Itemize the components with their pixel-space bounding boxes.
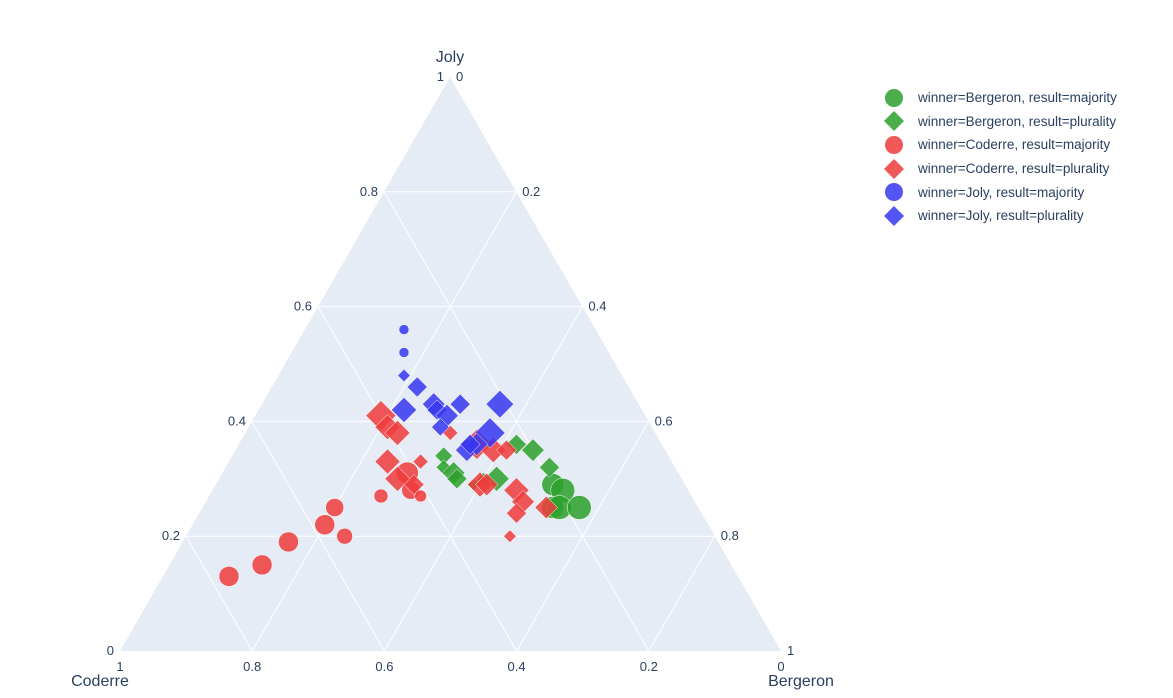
gridline-coderre [185,535,253,652]
tick-label-joly: 0.8 [360,184,378,199]
data-point[interactable] [506,502,527,524]
tick-label-coderre: 0.6 [375,659,393,674]
legend-label: winner=Coderre, result=plurality [918,161,1110,177]
data-point[interactable] [336,527,353,545]
tick-label-coderre: 0.2 [640,659,658,674]
tick-label-joly: 0 [107,643,114,658]
data-point[interactable] [398,324,410,335]
data-point[interactable] [534,495,558,520]
data-point[interactable] [485,390,514,419]
legend-item-bergeron-majority[interactable]: winner=Bergeron, result=majority [876,86,1117,110]
data-point[interactable] [373,488,389,504]
circle-icon [876,135,912,155]
gridline-bergeron [648,535,716,652]
tick-label-coderre: 0.4 [508,659,526,674]
data-point[interactable] [414,489,427,503]
tick-label-bergeron: 0 [456,69,463,84]
data-point[interactable] [503,529,517,543]
legend-label: winner=Joly, result=majority [918,184,1085,200]
ternary-plot-area [120,77,781,651]
tick-label-joly: 0.6 [294,299,312,314]
legend-label: winner=Bergeron, result=plurality [918,113,1117,129]
tick-label-joly: 0.2 [162,528,180,543]
gridline-bergeron [516,421,650,652]
data-point[interactable] [431,418,450,437]
tick-label-bergeron: 1 [787,643,794,658]
legend-marker [884,205,904,226]
data-point[interactable] [278,531,299,553]
data-point[interactable] [406,376,428,398]
tick-label-bergeron: 0.4 [588,299,606,314]
tick-label-coderre: 0 [777,659,784,674]
data-point[interactable] [391,397,417,423]
data-point[interactable] [539,456,560,478]
diamond-icon [876,205,912,226]
tick-label-bergeron: 0.2 [522,184,540,199]
legend-label: winner=Joly, result=plurality [918,208,1084,224]
data-point[interactable] [384,420,411,446]
circle-icon [876,88,912,108]
legend-item-coderre-majority[interactable]: winner=Coderre, result=majority [876,133,1117,157]
legend-marker [884,111,904,132]
data-point[interactable] [446,468,468,490]
data-point[interactable] [384,465,411,492]
tick-label-joly: 0.4 [228,413,246,428]
legend-item-bergeron-plurality[interactable]: winner=Bergeron, result=plurality [876,110,1117,134]
data-point[interactable] [567,495,592,520]
legend-label: winner=Bergeron, result=majority [918,90,1117,106]
data-point[interactable] [521,438,545,462]
data-point[interactable] [251,554,273,576]
tick-label-coderre: 1 [116,659,123,674]
data-point[interactable] [412,453,429,470]
legend-marker [885,135,903,154]
tick-label-bergeron: 0.8 [721,528,739,543]
data-point[interactable] [218,566,240,587]
data-point[interactable] [496,439,517,461]
tick-label-bergeron: 0.6 [655,413,673,428]
tick-label-coderre: 0.8 [243,659,261,674]
legend-label: winner=Coderre, result=majority [918,137,1111,153]
legend-item-joly-majority[interactable]: winner=Joly, result=majority [876,180,1117,204]
data-point[interactable] [403,474,425,495]
data-points [218,324,592,587]
axis-title-coderre: Coderre [71,673,129,690]
axis-title-bergeron: Bergeron [768,673,834,690]
legend-marker [885,183,903,202]
axis-title-joly: Joly [436,49,464,66]
legend-item-joly-plurality[interactable]: winner=Joly, result=plurality [876,204,1117,228]
circle-icon [876,182,912,202]
data-point[interactable] [374,448,401,475]
gridline-coderre [251,421,385,652]
data-point[interactable] [397,368,411,383]
legend-marker [884,158,904,179]
legend-item-coderre-plurality[interactable]: winner=Coderre, result=plurality [876,157,1117,181]
diamond-icon [876,111,912,132]
data-point[interactable] [398,347,410,358]
data-point[interactable] [459,434,481,455]
data-point[interactable] [475,472,499,497]
legend-marker [885,88,903,107]
legend: winner=Bergeron, result=majority winner=… [876,86,1117,228]
tick-labels: 00.20.40.60.81 00.20.40.60.8100.20.40.60.… [107,69,794,674]
diamond-icon [876,158,912,179]
data-point[interactable] [449,393,471,415]
data-point[interactable] [314,514,336,535]
tick-label-joly: 1 [437,69,444,84]
data-point[interactable] [325,498,344,517]
